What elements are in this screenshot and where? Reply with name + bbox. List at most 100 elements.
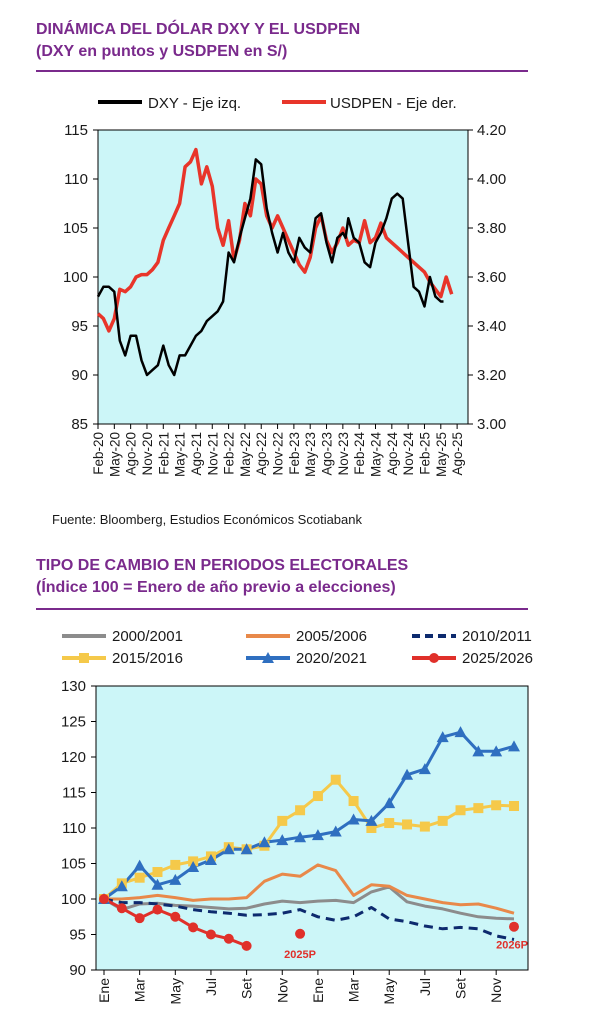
x-tick-label: Feb-25 <box>417 432 432 475</box>
series-point-4 <box>454 726 467 738</box>
x-tick-label: Jul <box>203 978 219 996</box>
series-point-4 <box>329 825 342 837</box>
series-point-5 <box>134 913 145 924</box>
series-point-5 <box>170 911 181 922</box>
series-point-3 <box>348 796 359 807</box>
y-tick-label: 130 <box>61 678 86 695</box>
series-point-4 <box>401 768 414 780</box>
legend-marker-5 <box>429 653 439 663</box>
series-point-3 <box>134 872 145 883</box>
y-tick-label: 90 <box>69 962 86 979</box>
legend-label-1: 2005/2006 <box>296 628 367 645</box>
series-point-4 <box>151 878 164 890</box>
x-tick-label: Feb-21 <box>156 432 171 475</box>
projection-point <box>295 928 306 939</box>
series-point-3 <box>402 819 413 830</box>
series-line-1 <box>104 863 515 915</box>
series-point-4 <box>508 740 520 752</box>
x-tick-label: Ene <box>310 978 326 1003</box>
series-point-3 <box>170 859 181 870</box>
series-point-3 <box>455 805 466 816</box>
series-point-4 <box>311 829 324 841</box>
chart1-svg: DXY - Eje izq. USDPEN - Eje der. 85 90 95 100… <box>63 95 506 477</box>
series-point-4 <box>222 843 235 855</box>
x-tick-label: Ago-22 <box>254 432 269 476</box>
x-tick-label: Feb-23 <box>287 432 302 475</box>
series-point-3 <box>330 774 341 785</box>
projection-point <box>509 921 519 932</box>
x-tick-label: Feb-22 <box>222 432 237 475</box>
series-point-3 <box>509 800 519 811</box>
y-tick-label: 95 <box>69 927 86 944</box>
series-point-5 <box>223 933 234 944</box>
series-point-3 <box>437 815 448 826</box>
y-right-tick-label: 3.00 <box>477 416 506 433</box>
legend-label-5: 2025/2026 <box>462 650 533 667</box>
x-tick-label: Ene <box>96 978 112 1003</box>
series-point-4 <box>169 873 182 885</box>
series-point-4 <box>365 814 378 826</box>
series-point-4 <box>276 834 289 846</box>
y-left-tick-label: 110 <box>64 171 88 188</box>
series-point-5 <box>205 929 216 940</box>
x-tick-label: Mar <box>346 978 362 1002</box>
y-tick-label: 125 <box>61 714 86 731</box>
y-left-tick-label: 90 <box>71 367 88 384</box>
series-point-3 <box>419 821 430 832</box>
series-point-5 <box>99 894 109 904</box>
x-tick-label: May-22 <box>238 432 253 477</box>
series-point-3 <box>152 867 163 878</box>
series-point-5 <box>188 922 199 933</box>
y-left-tick-label: 100 <box>63 269 88 286</box>
x-tick-label: Ago-20 <box>124 432 139 476</box>
chart2-subtitle: (Índice 100 = Enero de año previo a elec… <box>36 579 396 596</box>
series-point-4 <box>383 797 396 809</box>
y-right-tick-label: 3.20 <box>477 367 506 384</box>
series-point-3 <box>366 823 377 833</box>
x-tick-label: May-23 <box>303 432 318 477</box>
series-line-2 <box>103 897 515 941</box>
x-tick-label: Ago-24 <box>385 432 400 476</box>
y-right-tick-label: 4.20 <box>477 122 506 139</box>
y-left-tick-label: 115 <box>64 122 88 139</box>
legend-label-4: 2020/2021 <box>296 650 367 667</box>
chart1-divider <box>36 70 528 72</box>
x-tick-label: Ago-23 <box>320 432 335 476</box>
y-right-tick-label: 3.60 <box>477 269 506 286</box>
series-point-3 <box>277 815 288 826</box>
series-point-3 <box>384 818 395 829</box>
legend-label-0: 2000/2001 <box>112 628 183 645</box>
y-right-tick-label: 3.80 <box>477 220 506 237</box>
y-left-tick-label: 105 <box>63 220 88 237</box>
series-point-5 <box>241 940 252 951</box>
chart1-subtitle: (DXY en puntos y USDPEN en S/) <box>36 43 288 60</box>
x-tick-label: Nov-21 <box>205 432 220 476</box>
series-point-4 <box>472 745 485 757</box>
legend-marker-3 <box>79 653 89 663</box>
x-tick-label: Nov <box>274 978 290 1003</box>
x-tick-label: Feb-20 <box>91 432 106 475</box>
chart1-plot-area <box>97 129 469 425</box>
x-tick-label: Ago-25 <box>450 432 465 476</box>
series-point-4 <box>436 731 449 743</box>
series-point-5 <box>152 904 163 915</box>
series-point-4 <box>115 880 128 892</box>
x-tick-label: May <box>381 978 397 1004</box>
legend-usdpen-label: USDPEN - Eje der. <box>330 95 457 112</box>
y-left-tick-label: 95 <box>71 318 88 335</box>
x-tick-label: Set <box>239 978 255 999</box>
series-point-5 <box>116 903 127 914</box>
y-tick-label: 105 <box>61 856 86 873</box>
y-right-tick-label: 3.40 <box>477 318 506 335</box>
x-tick-label: Jul <box>417 978 433 996</box>
x-tick-label: May-21 <box>173 432 188 477</box>
chart1-source: Fuente: Bloomberg, Estudios Económicos S… <box>52 512 363 527</box>
series-point-3 <box>295 805 306 816</box>
legend-label-3: 2015/2016 <box>112 650 183 667</box>
series-point-4 <box>204 853 217 865</box>
x-tick-label: Feb-24 <box>352 432 367 475</box>
y-tick-label: 120 <box>61 749 86 766</box>
y-tick-label: 110 <box>62 820 86 837</box>
chart2-plot-area <box>95 685 529 971</box>
x-tick-label: Nov-24 <box>401 432 416 476</box>
